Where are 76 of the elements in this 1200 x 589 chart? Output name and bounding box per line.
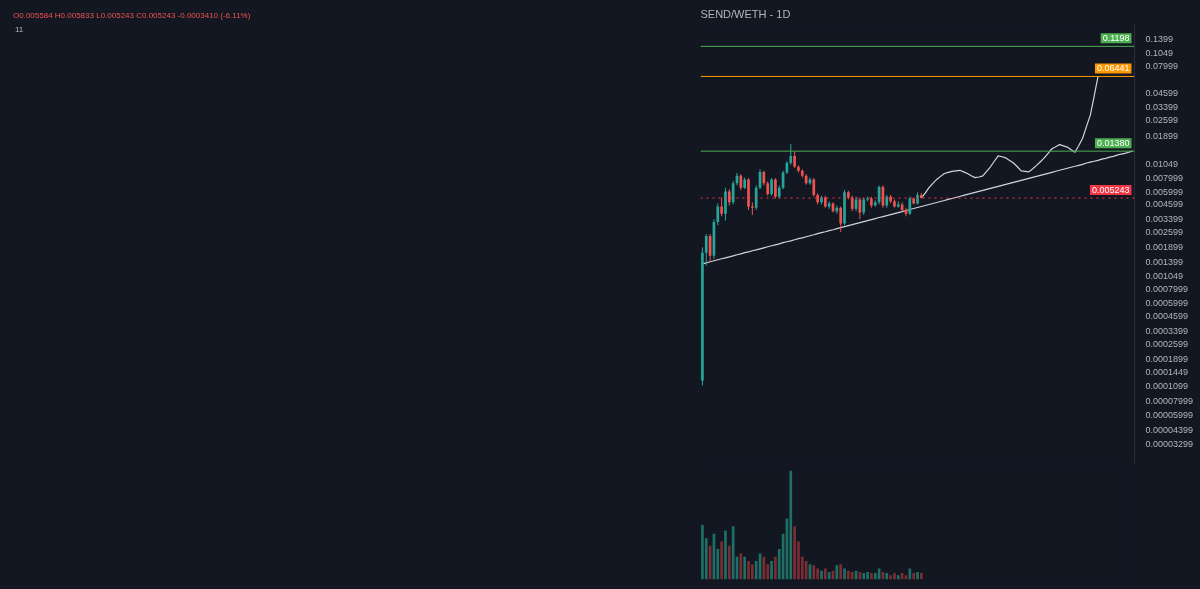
y-tick-label: 0.001049 bbox=[1145, 271, 1184, 282]
bar bbox=[866, 571, 869, 580]
bar bbox=[873, 572, 877, 580]
y-tick-label: 0.1049 bbox=[1145, 47, 1174, 58]
y-tick-label: 0.0007999 bbox=[1145, 284, 1189, 295]
text: 11 bbox=[14, 24, 25, 36]
bar bbox=[870, 572, 873, 580]
y-tick-label: 0.00003299 bbox=[1145, 438, 1194, 449]
y-tick-label: 0.0001449 bbox=[1145, 367, 1189, 378]
bar bbox=[816, 568, 819, 580]
bar bbox=[862, 572, 866, 580]
y-tick-label: 0.0004599 bbox=[1145, 311, 1189, 322]
candlestick bbox=[724, 187, 727, 222]
ref-line-label: 0.06441 bbox=[1096, 63, 1130, 74]
bar bbox=[770, 561, 773, 580]
y-tick-label: 0.003399 bbox=[1145, 214, 1184, 225]
y-tick-label: 0.0001899 bbox=[1145, 353, 1189, 364]
bar bbox=[820, 570, 823, 580]
bar bbox=[850, 571, 854, 580]
y-tick-label: 0.1399 bbox=[1145, 33, 1174, 44]
bar bbox=[896, 575, 900, 580]
candlestick bbox=[908, 196, 912, 216]
bar bbox=[827, 571, 831, 580]
bar bbox=[912, 572, 915, 580]
ref-line-label: 0.01380 bbox=[1096, 138, 1130, 149]
candlestick bbox=[774, 177, 777, 199]
bar bbox=[920, 572, 923, 580]
bar bbox=[793, 526, 796, 580]
bar bbox=[889, 575, 892, 580]
candlestick bbox=[704, 233, 708, 267]
bar bbox=[727, 545, 731, 580]
y-tick-label: 0.001899 bbox=[1145, 242, 1184, 253]
bar bbox=[751, 564, 754, 580]
bar bbox=[823, 568, 827, 580]
y-tick-label: 0.004599 bbox=[1145, 199, 1184, 210]
bar bbox=[908, 568, 912, 580]
bar bbox=[885, 572, 889, 580]
bar bbox=[724, 530, 727, 580]
chart-title: SEND/WETH - 1D bbox=[700, 7, 791, 20]
y-tick-label: 0.04599 bbox=[1145, 87, 1179, 98]
candlestick bbox=[751, 201, 754, 216]
y-tick-label: 0.00005999 bbox=[1145, 409, 1194, 420]
y-tick-label: 0.03399 bbox=[1145, 102, 1179, 113]
y-tick-label: 0.01899 bbox=[1145, 130, 1179, 141]
y-tick-label: 0.00004399 bbox=[1145, 424, 1194, 435]
bar bbox=[720, 541, 723, 580]
y-tick-label: 0.001399 bbox=[1145, 257, 1184, 268]
bar bbox=[916, 571, 919, 580]
bar bbox=[847, 570, 850, 580]
text: O0.005584 H0.005833 L0.005243 C0.005243 -0.0003410 (-6.11%) bbox=[12, 10, 251, 22]
y-tick-label: 0.07999 bbox=[1145, 60, 1179, 71]
bar bbox=[743, 556, 747, 580]
bar bbox=[893, 572, 896, 580]
y-tick-label: 0.005999 bbox=[1145, 186, 1184, 197]
y-tick-label: 0.01049 bbox=[1145, 159, 1179, 170]
y-tick-label: 0.007999 bbox=[1145, 172, 1184, 183]
bar bbox=[774, 556, 777, 580]
bar bbox=[747, 561, 750, 580]
y-tick-label: 0.0001099 bbox=[1145, 380, 1189, 391]
y-tick-label: 0.002599 bbox=[1145, 227, 1184, 238]
bar bbox=[701, 525, 704, 580]
y-tick-label: 0.02599 bbox=[1145, 115, 1179, 126]
bar bbox=[739, 553, 743, 580]
ref-line-label: 0.005243 bbox=[1091, 185, 1130, 196]
bar bbox=[839, 564, 843, 580]
bar bbox=[789, 470, 793, 580]
y-tick-label: 0.0005999 bbox=[1145, 298, 1189, 309]
candlestick bbox=[812, 177, 816, 198]
candlestick bbox=[839, 206, 843, 233]
candlestick bbox=[720, 197, 723, 217]
ref-line-label: 0.1198 bbox=[1102, 33, 1130, 44]
bar bbox=[812, 565, 816, 580]
y-tick-label: 0.00007999 bbox=[1145, 395, 1194, 406]
y-tick-label: 0.0003399 bbox=[1145, 325, 1189, 336]
y-tick-label: 0.0002599 bbox=[1145, 338, 1189, 349]
bar bbox=[843, 568, 846, 580]
